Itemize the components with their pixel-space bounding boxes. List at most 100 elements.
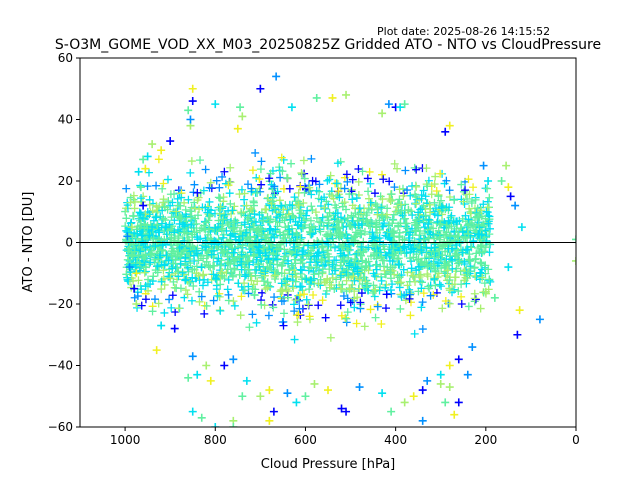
scatter-point	[409, 392, 418, 401]
scatter-point	[388, 280, 397, 289]
scatter-point	[333, 209, 342, 218]
scatter-point	[363, 279, 372, 288]
scatter-point	[322, 197, 331, 206]
scatter-point	[320, 203, 329, 212]
scatter-point	[235, 253, 244, 262]
scatter-point	[163, 175, 172, 184]
scatter-point	[481, 214, 490, 223]
scatter-point	[395, 259, 404, 268]
scatter-point	[249, 198, 258, 207]
scatter-point	[457, 299, 466, 308]
y-axis-label: ATO - NTO [DU]	[21, 192, 36, 293]
scatter-point	[422, 243, 431, 252]
scatter-point	[265, 416, 274, 425]
scatter-point	[188, 265, 197, 274]
scatter-point	[270, 293, 279, 302]
scatter-point	[236, 103, 245, 112]
scatter-point	[463, 245, 472, 254]
scatter-point	[482, 232, 491, 241]
scatter-point	[138, 231, 147, 240]
scatter-point	[240, 286, 249, 295]
scatter-point	[340, 184, 349, 193]
scatter-point	[325, 208, 334, 217]
scatter-point	[377, 211, 386, 220]
scatter-point	[211, 223, 220, 232]
scatter-point	[256, 392, 265, 401]
scatter-point	[330, 266, 339, 275]
scatter-point	[261, 285, 270, 294]
scatter-point	[251, 271, 260, 280]
scatter-point	[144, 275, 153, 284]
scatter-point	[277, 297, 286, 306]
scatter-point	[237, 292, 246, 301]
scatter-point	[308, 176, 317, 185]
scatter-point	[312, 263, 321, 272]
scatter-point	[205, 212, 214, 221]
scatter-point	[572, 256, 576, 265]
scatter-point	[396, 103, 405, 112]
scatter-point	[276, 173, 285, 182]
scatter-point	[403, 186, 412, 195]
scatter-point	[285, 247, 294, 256]
scatter-point	[350, 303, 359, 312]
scatter-point	[227, 249, 236, 258]
scatter-point	[450, 196, 459, 205]
scatter-point	[176, 214, 185, 223]
scatter-point	[350, 258, 359, 267]
scatter-point	[203, 278, 212, 287]
scatter-point	[192, 269, 201, 278]
scatter-point	[378, 170, 387, 179]
scatter-point	[187, 157, 196, 166]
scatter-point	[375, 286, 384, 295]
scatter-point	[159, 179, 168, 188]
scatter-point	[304, 300, 313, 309]
scatter-point	[388, 266, 397, 275]
scatter-point	[275, 196, 284, 205]
scatter-point	[348, 195, 357, 204]
scatter-point	[517, 223, 526, 232]
scatter-point	[226, 178, 235, 187]
scatter-point	[345, 190, 354, 199]
scatter-point	[167, 213, 176, 222]
scatter-point	[264, 255, 273, 264]
scatter-point	[356, 226, 365, 235]
scatter-point	[301, 392, 310, 401]
scatter-point	[448, 280, 457, 289]
scatter-point	[306, 216, 315, 225]
scatter-point	[146, 250, 155, 259]
scatter-point	[250, 210, 259, 219]
scatter-point	[342, 170, 351, 179]
scatter-point	[224, 275, 233, 284]
scatter-point	[298, 247, 307, 256]
scatter-point	[146, 280, 155, 289]
scatter-point	[154, 255, 163, 264]
scatter-point	[343, 213, 352, 222]
scatter-point	[245, 323, 254, 332]
scatter-point	[137, 301, 146, 310]
scatter-point	[254, 243, 263, 252]
scatter-point	[436, 169, 445, 178]
scatter-point	[149, 243, 158, 252]
scatter-point	[332, 203, 341, 212]
scatter-point	[352, 194, 361, 203]
scatter-point	[287, 103, 296, 112]
scatter-point	[205, 224, 214, 233]
scatter-point	[465, 204, 474, 213]
scatter-point	[148, 140, 157, 149]
scatter-point	[136, 210, 145, 219]
scatter-point	[122, 237, 131, 246]
scatter-point	[473, 204, 482, 213]
scatter-point	[431, 281, 440, 290]
scatter-point	[277, 153, 286, 162]
scatter-point	[130, 293, 139, 302]
scatter-point	[212, 176, 221, 185]
scatter-point	[187, 203, 196, 212]
scatter-point	[362, 211, 371, 220]
scatter-point	[280, 245, 289, 254]
scatter-point	[451, 273, 460, 282]
scatter-point	[183, 290, 192, 299]
scatter-point	[336, 271, 345, 280]
scatter-point	[259, 216, 268, 225]
scatter-point	[266, 259, 275, 268]
scatter-point	[247, 184, 256, 193]
